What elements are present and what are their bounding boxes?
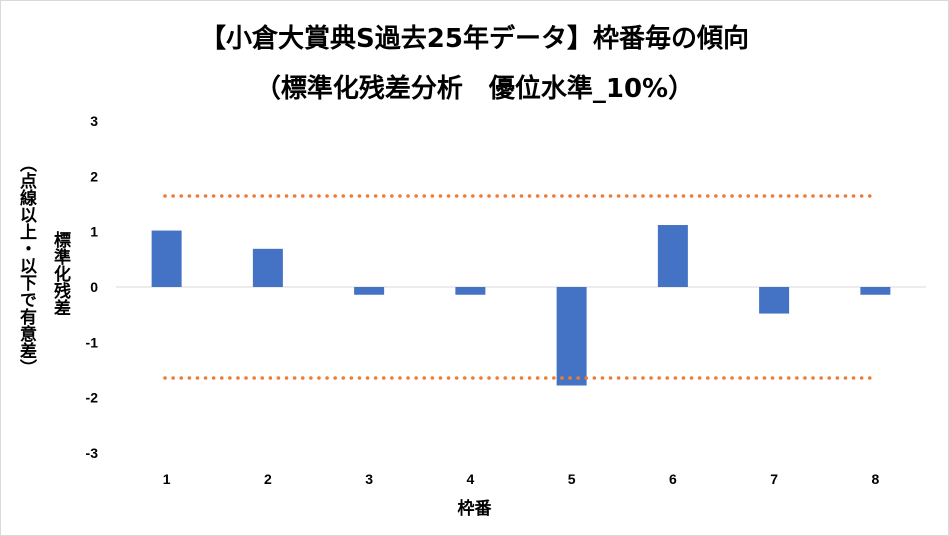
x-axis-label: 枠番 [457, 499, 492, 519]
x-tick-label: 6 [669, 471, 677, 487]
x-tick-label: 7 [770, 471, 778, 487]
y-tick-label: -3 [86, 445, 99, 461]
x-tick-label: 8 [871, 471, 879, 487]
x-tick-label: 1 [163, 471, 171, 487]
bar [860, 287, 891, 295]
x-tick-label: 5 [568, 471, 576, 487]
y-axis-label-note: （点線以上・以下で有意差） [16, 155, 36, 376]
y-tick-label: 1 [90, 224, 98, 240]
x-tick-label: 3 [365, 471, 373, 487]
bar [151, 230, 182, 287]
y-tick-label: 3 [90, 113, 98, 129]
x-tick-label: 4 [466, 471, 474, 487]
bar [556, 287, 587, 386]
chart-subtitle: （標準化残差分析 優位水準_10%） [254, 74, 695, 104]
x-tick-label: 2 [264, 471, 272, 487]
y-tick-label: -1 [86, 334, 99, 350]
y-tick-label: 0 [90, 279, 98, 295]
y-tick-label: 2 [90, 168, 98, 184]
bar [455, 287, 486, 295]
bar [657, 225, 688, 287]
chart-title: 【小倉大賞典S過去25年データ】枠番毎の傾向 [200, 24, 749, 54]
bar [759, 287, 790, 314]
bar [252, 248, 283, 287]
y-axis-label: 標準化残差 [50, 231, 70, 316]
y-tick-label: -2 [86, 390, 99, 406]
y-axis-label-group: （点線以上・以下で有意差） 標準化残差 [8, 155, 78, 415]
bar [354, 287, 385, 295]
